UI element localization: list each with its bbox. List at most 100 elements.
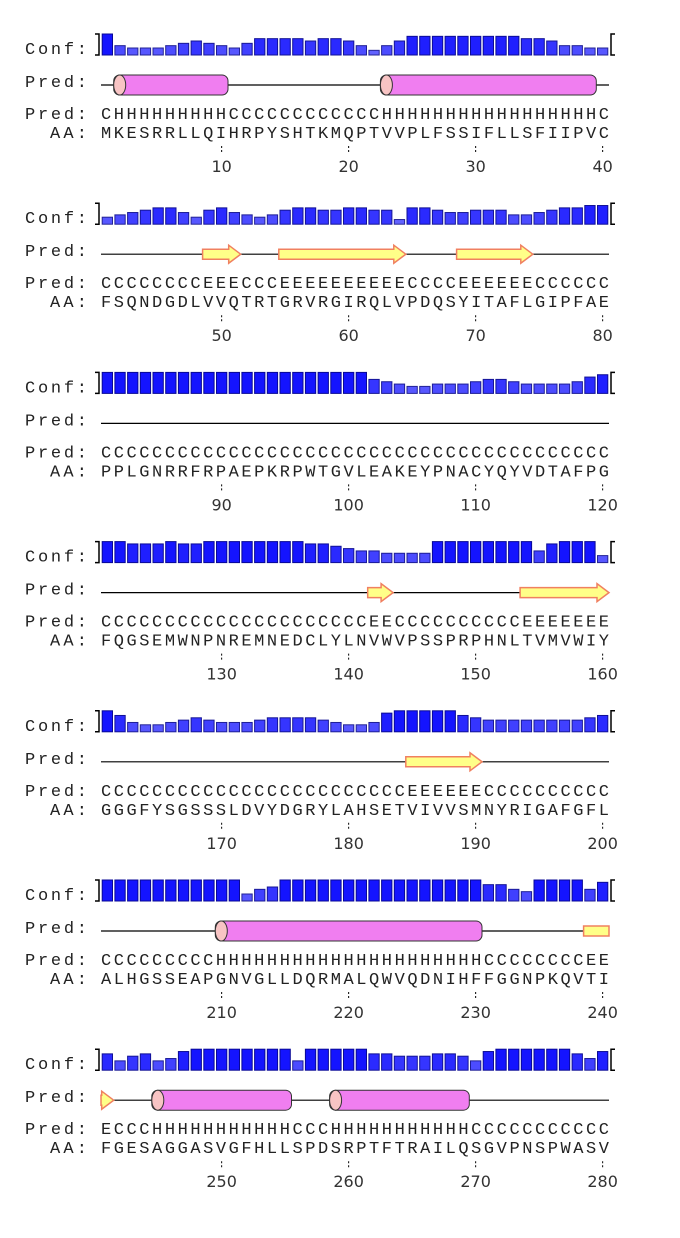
conf-bar bbox=[355, 550, 368, 564]
conf-bar bbox=[381, 381, 393, 394]
conf-bar bbox=[419, 552, 431, 564]
conf-bar bbox=[152, 371, 164, 394]
conf-bar bbox=[152, 724, 164, 733]
conf-bar bbox=[381, 45, 393, 56]
conf-bar bbox=[444, 710, 456, 733]
conf-bar bbox=[482, 1051, 495, 1071]
conf-bar bbox=[139, 47, 152, 56]
conf-bar bbox=[355, 1048, 368, 1071]
conf-bar bbox=[482, 209, 495, 225]
pred-label: Pred: bbox=[25, 275, 87, 294]
conf-bar bbox=[216, 721, 228, 733]
conf-bar bbox=[228, 879, 240, 902]
conf-bar bbox=[317, 879, 329, 902]
conf-bar bbox=[101, 371, 113, 394]
conf-bar bbox=[101, 216, 113, 225]
pred-label: Pred: bbox=[25, 444, 87, 463]
conf-bar bbox=[139, 1053, 152, 1071]
tick-label: 210 bbox=[206, 1003, 237, 1022]
conf-bar bbox=[304, 207, 317, 225]
conf-bar bbox=[406, 1055, 418, 1071]
conf-bar bbox=[381, 712, 393, 733]
aa-label: AA: bbox=[50, 633, 87, 652]
conf-bar bbox=[203, 1048, 215, 1071]
conf-bar bbox=[292, 1060, 304, 1071]
tick-label: 140 bbox=[333, 665, 364, 684]
pred-cartoon-label: Pred: bbox=[25, 74, 87, 93]
conf-bar bbox=[304, 371, 317, 394]
conf-bar bbox=[177, 719, 190, 733]
aa-label: AA: bbox=[50, 971, 87, 990]
tick-label: 160 bbox=[587, 665, 618, 684]
conf-bar bbox=[520, 38, 533, 56]
conf-bar bbox=[304, 1048, 317, 1071]
conf-bar bbox=[470, 209, 482, 225]
conf-bar bbox=[558, 719, 571, 733]
tick-label: 50 bbox=[211, 326, 231, 345]
conf-bar bbox=[444, 212, 456, 225]
bracket bbox=[95, 710, 100, 733]
aa-label: AA: bbox=[50, 802, 87, 821]
conf-bar bbox=[533, 550, 545, 564]
conf-bar bbox=[393, 383, 406, 394]
aa-label: AA: bbox=[50, 463, 87, 482]
conf-bar bbox=[508, 541, 520, 564]
tick-label: 150 bbox=[460, 665, 491, 684]
conf-bar bbox=[254, 888, 266, 902]
conf-bar bbox=[177, 212, 190, 225]
conf-bar bbox=[330, 209, 342, 225]
conf-bar bbox=[279, 879, 291, 902]
conf-bar bbox=[266, 371, 279, 394]
helix bbox=[329, 1089, 470, 1111]
strand bbox=[278, 243, 408, 265]
conf-bar bbox=[533, 212, 545, 225]
conf-bar bbox=[508, 719, 520, 733]
pred-label: Pred: bbox=[25, 952, 87, 971]
conf-bar bbox=[139, 209, 152, 225]
conf-bar bbox=[482, 378, 495, 394]
conf-bar bbox=[152, 879, 164, 902]
conf-bar bbox=[304, 717, 317, 733]
tick-label: 170 bbox=[206, 834, 237, 853]
conf-bar bbox=[127, 879, 139, 902]
strand bbox=[582, 925, 610, 937]
block: Conf:Pred:Pred:AA:CCCCCCCCCCCCCCCCCCCCCC… bbox=[25, 710, 618, 853]
conf-bar bbox=[279, 38, 291, 56]
conf-bar bbox=[279, 371, 291, 394]
tick-label: 200 bbox=[587, 834, 618, 853]
conf-bar bbox=[228, 47, 240, 56]
aa-sequence: FQGSEMWNPNREMNEDCLYLNVWVPSSPRPHNLTVMVWIY bbox=[101, 633, 609, 652]
conf-bar bbox=[520, 1048, 533, 1071]
conf-bar bbox=[165, 721, 177, 733]
conf-bar bbox=[139, 724, 152, 733]
conf-bar bbox=[241, 42, 253, 56]
conf-bar bbox=[266, 541, 279, 564]
pred-cartoon-label: Pred: bbox=[25, 243, 87, 262]
conf-bar bbox=[127, 212, 139, 225]
conf-bar bbox=[190, 717, 202, 733]
block: Conf:Pred:Pred:AA:CCCCCCCCCCCCCCCCCCCCCE… bbox=[25, 540, 618, 684]
aa-sequence: GGGFYSGSSSLDVYDGRYLAHSETVIVVSMNYRIGAFGFL bbox=[101, 802, 609, 821]
pred-cartoon-label: Pred: bbox=[25, 582, 87, 601]
conf-label: Conf: bbox=[25, 718, 87, 737]
conf-bar bbox=[241, 1048, 253, 1071]
tick-label: 110 bbox=[460, 495, 491, 514]
pred-sequence: CHHHHHHHHHCCCCCCCCCCCCHHHHHHHHHHHHHHHHHC bbox=[101, 106, 609, 125]
conf-bar bbox=[216, 541, 228, 564]
conf-bar bbox=[228, 212, 240, 225]
conf-bar bbox=[254, 719, 266, 733]
conf-bar bbox=[571, 541, 583, 564]
conf-bar bbox=[203, 371, 215, 394]
conf-bar bbox=[343, 879, 355, 902]
conf-bar bbox=[317, 209, 329, 225]
conf-bar bbox=[190, 879, 202, 902]
conf-bar bbox=[597, 1051, 609, 1071]
conf-bar bbox=[444, 383, 456, 394]
conf-bar bbox=[292, 717, 304, 733]
conf-bar bbox=[343, 371, 355, 394]
conf-bar bbox=[266, 717, 279, 733]
conf-bar bbox=[241, 214, 253, 225]
conf-bar bbox=[190, 40, 202, 56]
block: Conf:Pred:Pred:AA:CCCCCCCCEEECCCEEEEEEEE… bbox=[25, 202, 615, 345]
conf-bar bbox=[114, 371, 126, 394]
